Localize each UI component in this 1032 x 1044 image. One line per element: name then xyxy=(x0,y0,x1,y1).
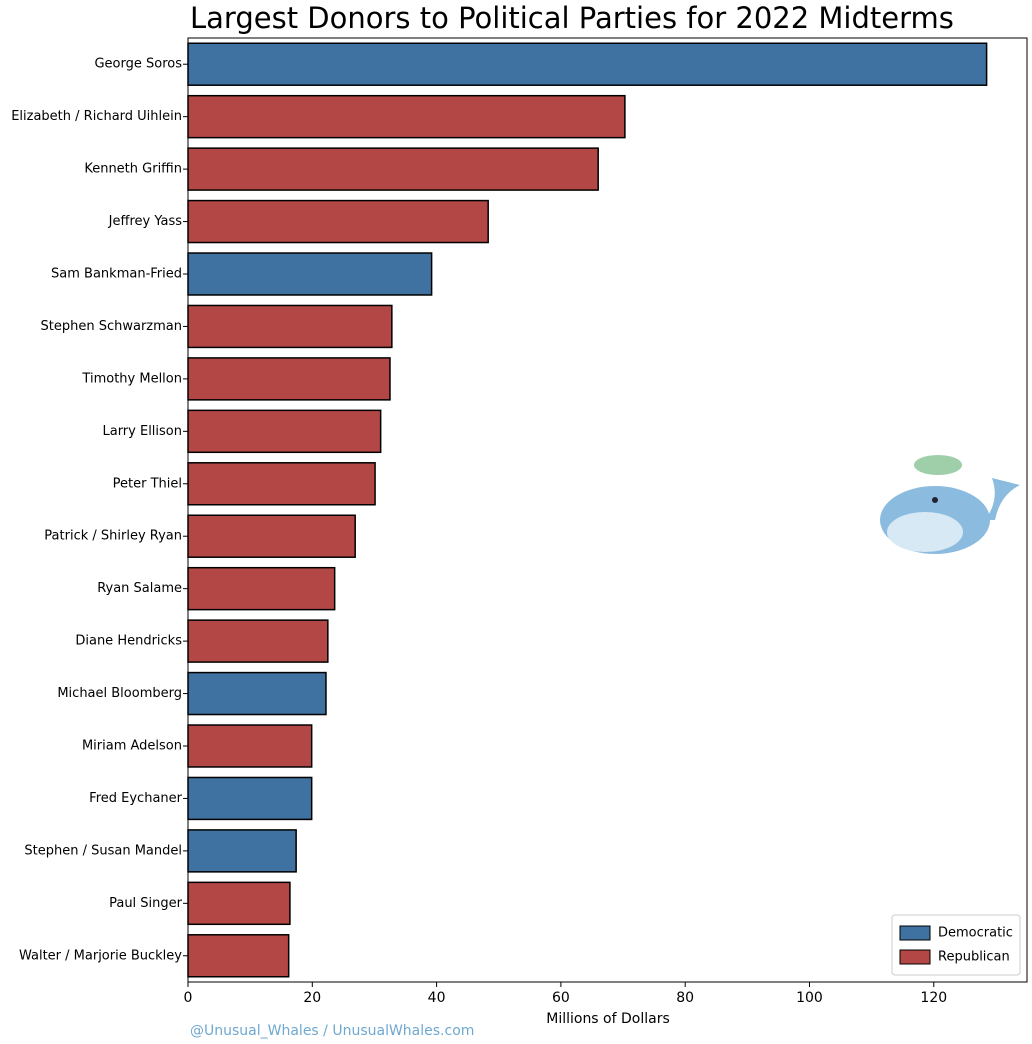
y-tick-label: Walter / Marjorie Buckley xyxy=(19,948,182,963)
legend-swatch xyxy=(899,949,931,965)
x-tick-label: 100 xyxy=(796,990,823,1006)
y-tick-label: Larry Ellison xyxy=(102,424,182,439)
bar xyxy=(187,881,291,926)
bar xyxy=(187,724,313,768)
x-tick-label: 40 xyxy=(428,990,446,1006)
x-tick-label: 120 xyxy=(920,990,947,1006)
bar xyxy=(187,514,356,558)
y-tick-label: Miriam Adelson xyxy=(82,739,182,754)
bar xyxy=(187,357,391,401)
y-tick-label: George Soros xyxy=(94,57,182,72)
y-tick-label: Patrick / Shirley Ryan xyxy=(44,529,182,544)
bar xyxy=(187,776,313,821)
y-tick-label: Stephen / Susan Mandel xyxy=(24,843,182,858)
watermark: @Unusual_Whales / UnusualWhales.com xyxy=(190,1023,474,1039)
bar xyxy=(187,462,376,506)
bar xyxy=(187,199,489,244)
bar xyxy=(187,409,382,454)
y-tick-label: Kenneth Griffin xyxy=(84,162,182,177)
legend-box xyxy=(891,914,1021,976)
x-axis-label: Millions of Dollars xyxy=(546,1011,670,1027)
y-tick-label: Sam Bankman-Fried xyxy=(51,267,182,282)
y-tick-label: Peter Thiel xyxy=(113,476,182,491)
y-tick-label: Michael Bloomberg xyxy=(57,686,182,701)
bar xyxy=(187,829,297,873)
chart-title: Largest Donors to Political Parties for … xyxy=(190,1,954,35)
bar xyxy=(187,619,329,663)
bar xyxy=(187,304,393,349)
bar xyxy=(187,42,988,86)
x-tick-label: 0 xyxy=(184,990,193,1006)
bar xyxy=(187,147,599,191)
x-tick-label: 80 xyxy=(676,990,694,1006)
y-tick-label: Elizabeth / Richard Uihlein xyxy=(11,109,182,124)
bar xyxy=(187,94,626,139)
whale-logo xyxy=(880,455,1020,554)
bar xyxy=(187,566,336,611)
y-tick-label: Ryan Salame xyxy=(97,581,182,596)
legend-label: Republican xyxy=(938,950,1010,965)
y-tick-label: Stephen Schwarzman xyxy=(41,319,182,334)
bar xyxy=(187,934,290,978)
bar xyxy=(187,671,327,716)
y-tick-label: Paul Singer xyxy=(109,896,183,911)
legend-swatch xyxy=(899,925,931,941)
y-tick-label: Diane Hendricks xyxy=(75,634,182,649)
y-tick-label: Timothy Mellon xyxy=(81,371,182,386)
bar xyxy=(187,252,433,296)
y-tick-label: Fred Eychaner xyxy=(89,791,182,806)
x-tick-label: 20 xyxy=(303,990,321,1006)
legend-label: Democratic xyxy=(938,926,1013,941)
x-tick-label: 60 xyxy=(552,990,570,1006)
y-tick-label: Jeffrey Yass xyxy=(108,214,183,229)
plot-frame xyxy=(187,37,1028,983)
